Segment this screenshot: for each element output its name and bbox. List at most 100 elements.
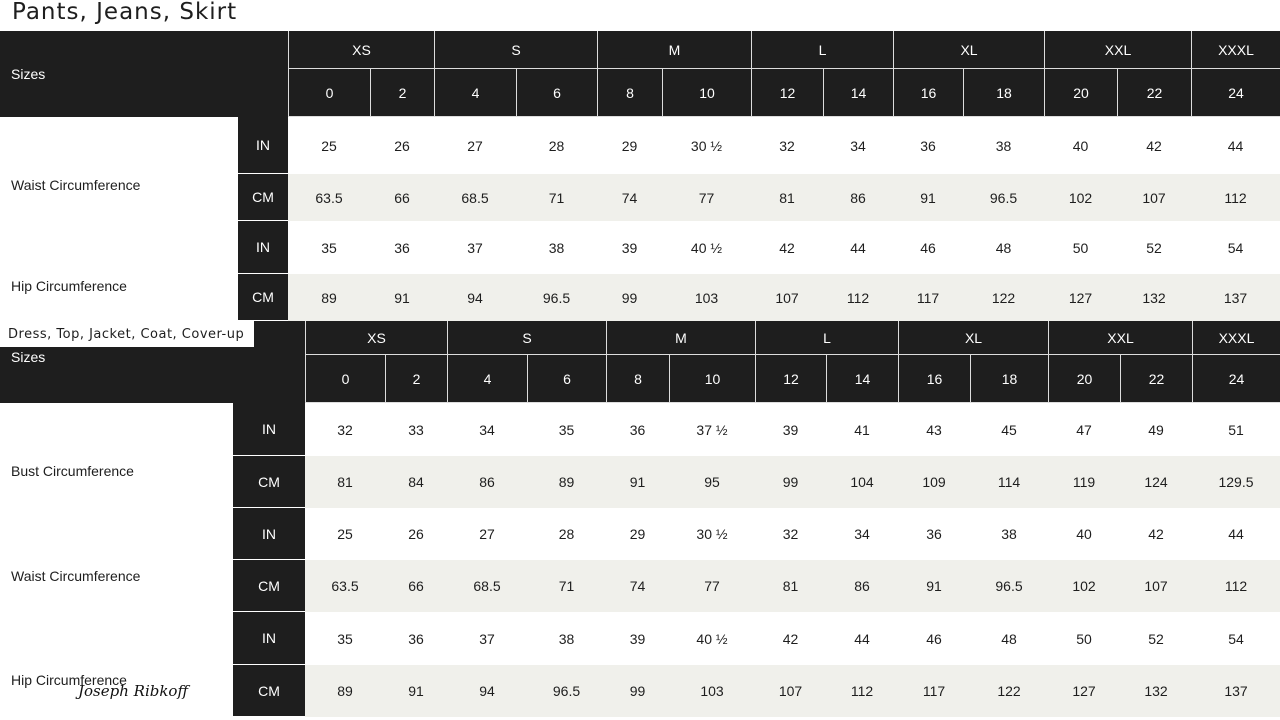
measurement-value: 36	[394, 239, 410, 256]
measurement-value: 86	[479, 474, 495, 490]
measurement-value: 99	[629, 683, 646, 699]
size-group-s: S	[434, 31, 597, 69]
size-group-s: S	[447, 321, 606, 355]
measurement-value: 39	[621, 239, 638, 256]
measurement-value: 38	[995, 137, 1012, 154]
measurement-value: 35	[321, 239, 337, 256]
measurement-value: 91	[629, 474, 646, 490]
measurement-value: 99	[782, 474, 799, 490]
measurement-value: 91	[394, 289, 410, 306]
measurement-value: 117	[916, 289, 940, 306]
measurement-value: 86	[850, 189, 866, 206]
measurement-value: 34	[850, 137, 866, 154]
measurement-value: 74	[621, 189, 638, 206]
unit-label-in: IN	[233, 612, 305, 665]
measurement-value: 127	[1072, 683, 1096, 699]
measurement-value: 40	[1072, 137, 1089, 154]
size-number: 22	[1120, 355, 1192, 403]
measurement-value: 66	[408, 578, 424, 594]
measurement-value: 34	[479, 421, 495, 438]
measurement-value: 50	[1072, 239, 1089, 256]
measurement-value: 38	[558, 630, 575, 647]
unit-label-cm: CM	[238, 174, 288, 221]
measurement-value: 37 ½	[696, 421, 728, 438]
measurement-value: 107	[775, 289, 799, 306]
measurement-value: 54	[1228, 630, 1244, 647]
measurement-value: 132	[1142, 289, 1166, 306]
measurement-value: 86	[854, 578, 870, 594]
size-group-xl: XL	[893, 31, 1044, 69]
measurement-value: 96.5	[995, 578, 1023, 594]
measurement-value: 102	[1068, 189, 1093, 206]
size-number: 22	[1117, 69, 1191, 117]
measurement-value: 35	[337, 630, 353, 647]
measurement-value: 96.5	[542, 289, 571, 306]
dress-table-title: Dress, Top, Jacket, Coat, Cover-up	[0, 321, 254, 347]
measurement-value: 91	[408, 683, 424, 699]
measurement-value: 42	[1148, 526, 1164, 542]
measurement-value: 71	[548, 189, 565, 206]
measurement-value: 54	[1227, 239, 1244, 256]
measurement-value: 89	[558, 474, 575, 490]
size-number: 24	[1191, 69, 1280, 117]
measurement-value: 89	[321, 289, 337, 306]
measurement-value: 117	[922, 683, 946, 699]
measurement-value: 35	[558, 421, 575, 438]
unit-label-cm: CM	[233, 456, 305, 508]
measurement-value: 114	[997, 474, 1021, 490]
measurement-value: 52	[1148, 630, 1164, 647]
measurement-value: 30 ½	[696, 526, 728, 542]
measurement-value: 36	[926, 526, 942, 542]
size-group-xl: XL	[898, 321, 1048, 355]
measurement-value: 107	[1142, 189, 1166, 206]
unit-label-in: IN	[238, 117, 288, 174]
size-number: 12	[755, 355, 826, 403]
measurement-value: 32	[782, 526, 799, 542]
measurement-value: 99	[621, 289, 638, 306]
measurement-value: 96.5	[552, 683, 581, 699]
measurement-value: 52	[1146, 239, 1162, 256]
unit-label-cm: CM	[233, 560, 305, 612]
pants-table-title: Pants, Jeans, Skirt	[12, 0, 238, 25]
size-number: 18	[963, 69, 1044, 117]
measurement-value: 26	[394, 137, 410, 154]
measurement-value: 127	[1068, 289, 1093, 306]
measurement-value: 40 ½	[690, 239, 723, 256]
size-number: 18	[970, 355, 1048, 403]
measurement-value: 68.5	[461, 189, 489, 206]
measurement-value: 63.5	[331, 578, 359, 594]
measurement-value: 74	[629, 578, 646, 594]
measurement-label: Waist Circumference	[11, 567, 141, 584]
measurement-value: 84	[408, 474, 424, 490]
measurement-value: 124	[1144, 474, 1168, 490]
size-number: 8	[606, 355, 669, 403]
measurement-value: 26	[408, 526, 424, 542]
measurement-value: 95	[704, 474, 720, 490]
size-number: 2	[370, 69, 434, 117]
unit-label-cm: CM	[233, 665, 305, 717]
measurement-value: 32	[779, 137, 795, 154]
measurement-value: 77	[698, 189, 715, 206]
measurement-value: 91	[926, 578, 942, 594]
brand-signature-logo: Joseph Ribkoff	[78, 682, 189, 700]
size-number: 6	[527, 355, 606, 403]
measurement-value: 29	[621, 137, 638, 154]
size-number: 16	[898, 355, 970, 403]
measurement-value: 68.5	[473, 578, 501, 594]
size-group-xs: XS	[288, 31, 434, 69]
measurement-value: 38	[1001, 526, 1017, 542]
measurement-value: 107	[1144, 578, 1168, 594]
measurement-value: 96.5	[989, 189, 1018, 206]
measurement-value: 51	[1228, 421, 1244, 438]
measurement-label: Waist Circumference	[11, 176, 141, 193]
measurement-label: Hip Circumference	[11, 278, 127, 294]
measurement-value: 122	[997, 683, 1021, 699]
measurement-value: 46	[926, 630, 942, 647]
measurement-value: 36	[629, 421, 646, 438]
measurement-value: 40	[1076, 526, 1092, 542]
measurement-value: 42	[779, 239, 795, 256]
measurement-value: 32	[337, 421, 353, 438]
measurement-value: 46	[920, 239, 936, 256]
measurement-value: 94	[479, 683, 495, 699]
size-group-m: M	[606, 321, 755, 355]
